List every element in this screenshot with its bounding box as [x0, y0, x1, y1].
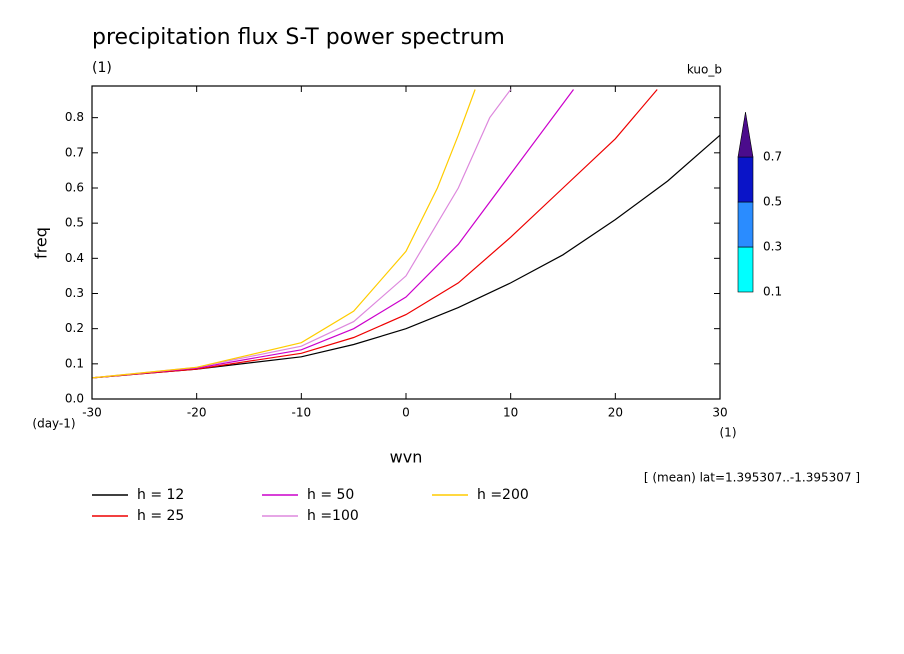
- y-tick-label: 0.4: [65, 251, 84, 265]
- legend-label: h =100: [307, 508, 359, 524]
- y-tick-label: 0.5: [65, 216, 84, 230]
- dispersion-curve: [91, 134, 721, 379]
- x-tick-label: -10: [292, 406, 312, 420]
- x-axis-label: wvn: [390, 448, 423, 467]
- x-tick-label: 20: [608, 406, 623, 420]
- colorbar-label: 0.3: [763, 240, 782, 254]
- dispersion-curve: [91, 89, 476, 379]
- subtitle-left: (1): [92, 60, 112, 76]
- y-tick-label: 0.1: [65, 356, 84, 370]
- y-tick-label: 0.2: [65, 321, 84, 335]
- colorbar-box: [737, 201, 754, 248]
- y-tick-label: 0.8: [65, 110, 84, 124]
- x-tick-label: -30: [82, 406, 102, 420]
- x-axis-unit: (1): [720, 426, 737, 440]
- y-axis-unit: (day-1): [32, 417, 75, 431]
- colorbar-triangle: [737, 111, 754, 158]
- y-axis-label: freq: [32, 227, 51, 259]
- x-tick-label: 10: [503, 406, 518, 420]
- legend-label: h = 25: [137, 508, 184, 524]
- dispersion-curve: [91, 89, 512, 379]
- chart-title: precipitation flux S-T power spectrum: [92, 25, 505, 50]
- colorbar-label: 0.5: [763, 195, 782, 209]
- colorbar-label: 0.7: [763, 150, 782, 164]
- dispersion-curve: [91, 89, 658, 379]
- legend-label: h = 12: [137, 487, 184, 503]
- y-tick-label: 0.3: [65, 286, 84, 300]
- x-tick-label: 30: [712, 406, 727, 420]
- x-tick-label: 0: [402, 406, 410, 420]
- dispersion-curve: [91, 89, 574, 379]
- annotation: [ (mean) lat=1.395307..-1.395307 ]: [644, 471, 860, 485]
- y-tick-label: 0.0: [65, 392, 84, 406]
- colorbar-box: [737, 156, 754, 203]
- legend-label: h =200: [477, 487, 529, 503]
- x-tick-label: -20: [187, 406, 207, 420]
- legend-label: h = 50: [307, 487, 354, 503]
- y-tick-label: 0.7: [65, 145, 84, 159]
- plot-frame: [91, 85, 721, 400]
- colorbar-box: [737, 246, 754, 293]
- subtitle-right: kuo_b: [687, 63, 722, 77]
- colorbar-label: 0.1: [763, 285, 782, 299]
- y-tick-label: 0.6: [65, 180, 84, 194]
